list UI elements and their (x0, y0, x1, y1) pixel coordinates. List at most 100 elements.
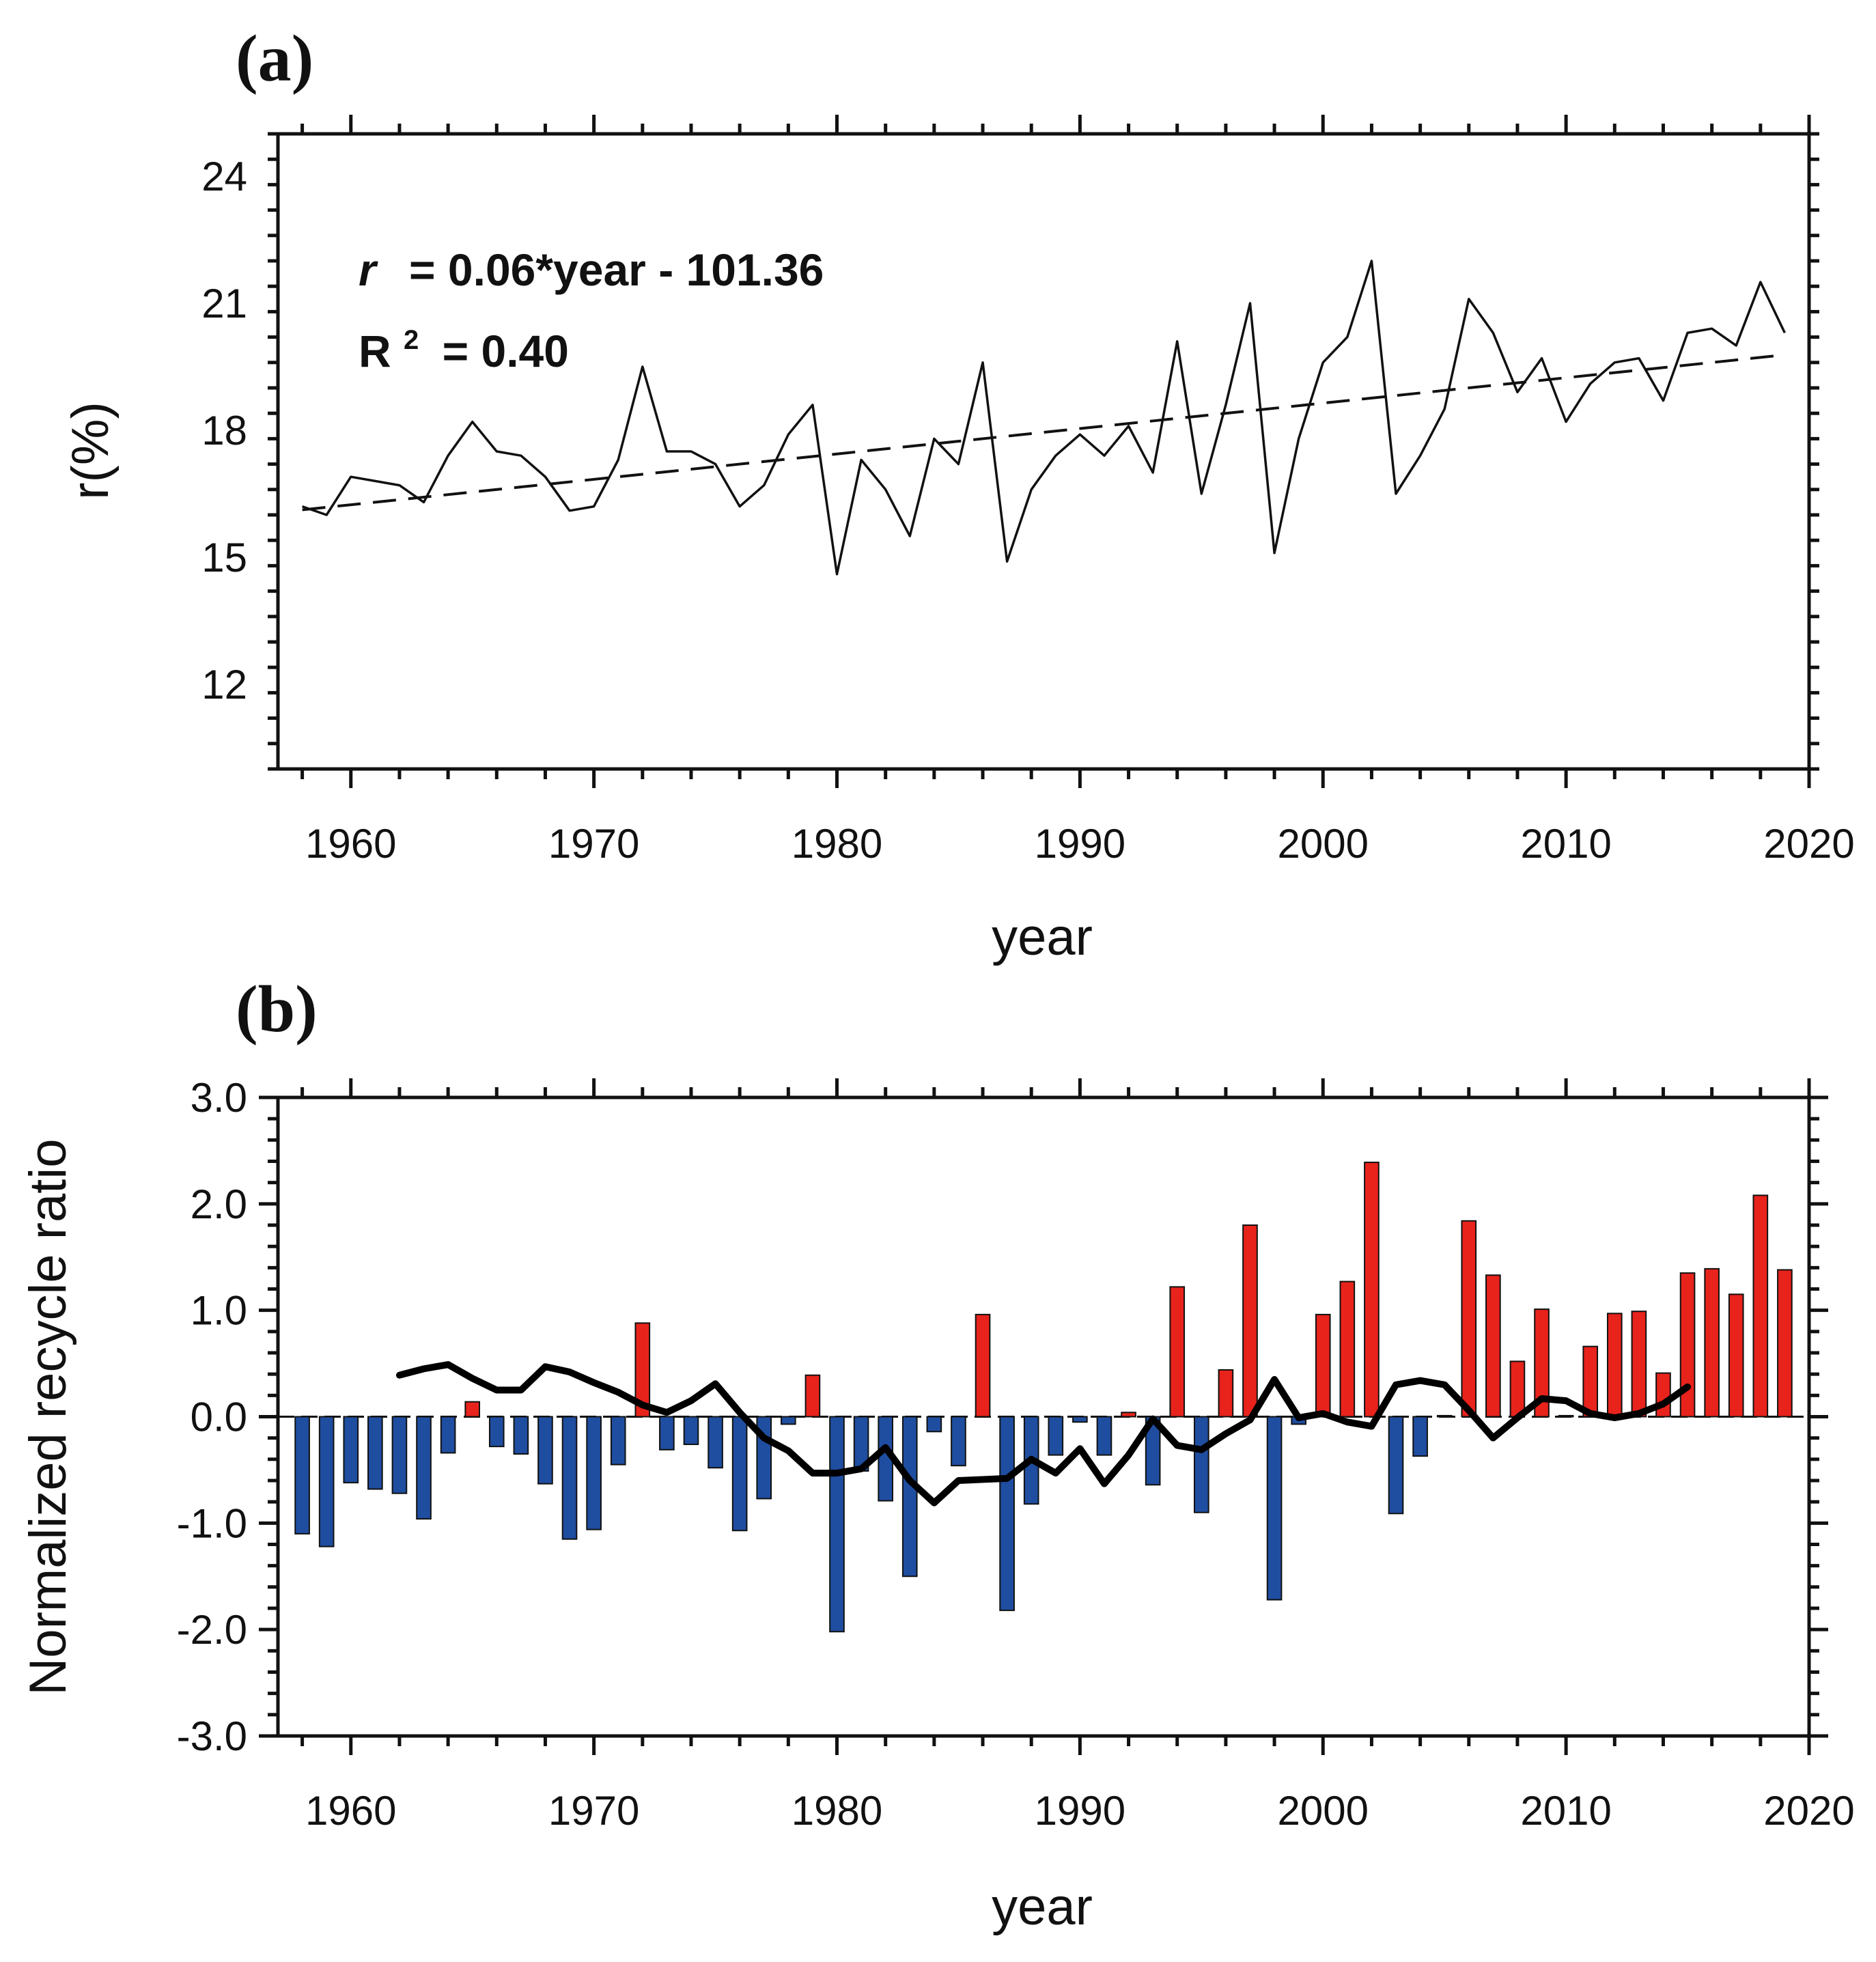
x-tick-label: 1960 (305, 1788, 396, 1834)
bar-negative (901, 1416, 918, 1578)
panel-b: (b) 1960 1970 1980 1990 2000 2010 2020 -3.0 -2.… (19, 972, 1855, 1936)
panel-a: (a) 1960 1970 1980 1990 2000 2010 2020 12 15 18 2… (61, 22, 1855, 966)
equation-variable: r (359, 244, 378, 295)
x-tick-label: 1970 (548, 1788, 639, 1834)
panel-a-y-axis-title: r(%) (61, 402, 120, 500)
bar-negative (488, 1416, 505, 1448)
bar-positive (1364, 1162, 1380, 1418)
panel-a-frame (276, 132, 1811, 771)
panel-b-frame (276, 1095, 1811, 1738)
moving-average-line (395, 1361, 1692, 1506)
r-squared-superscript: 2 (404, 325, 419, 355)
bar-positive (1655, 1372, 1671, 1418)
panel-a-y-tick-labels: 12 15 18 21 24 (201, 154, 247, 707)
bar-negative (1412, 1416, 1428, 1457)
bar-positive (1704, 1267, 1720, 1418)
panel-b-x-axis-title: year (992, 1878, 1093, 1936)
bar-positive (1315, 1313, 1331, 1418)
bar-positive (1606, 1313, 1623, 1418)
panel-b-y-tick-labels: -3.0 -2.0 -1.0 0.0 1.0 2.0 3.0 (177, 1075, 247, 1759)
bar-negative (610, 1416, 626, 1466)
x-tick-label: 2020 (1763, 1788, 1854, 1834)
x-tick-label: 1990 (1035, 1788, 1125, 1834)
bar-negative (731, 1416, 748, 1532)
panel-a-x-axis-title: year (992, 908, 1093, 966)
bar-positive (975, 1313, 991, 1418)
bar-positive (1169, 1286, 1186, 1418)
bar-positive (1218, 1369, 1234, 1418)
bar-positive (1436, 1414, 1453, 1418)
r-squared-value: = 0.40 (443, 326, 569, 376)
bar-negative (513, 1416, 529, 1455)
y-tick-label: 1.0 (191, 1288, 247, 1334)
trend-line (302, 353, 1785, 511)
bar-negative (1388, 1416, 1404, 1515)
bar-positive (1582, 1345, 1599, 1418)
x-tick-label: 2010 (1520, 1788, 1611, 1834)
bar-positive (1485, 1274, 1501, 1418)
bar-positive (804, 1374, 821, 1418)
bar-negative (1193, 1416, 1209, 1513)
bar-negative (1096, 1416, 1112, 1456)
regression-annotation: r = 0.06*year - 101.36 R 2 = 0.40 (359, 244, 824, 376)
bar-positive (1461, 1220, 1477, 1418)
bar-positive (1558, 1414, 1574, 1418)
r-squared-base: R (359, 326, 391, 376)
bar-positive (1509, 1360, 1526, 1418)
bar-positive (1752, 1194, 1769, 1418)
bar-negative (440, 1416, 456, 1454)
x-tick-label: 2000 (1278, 1788, 1369, 1834)
y-tick-label: -2.0 (177, 1607, 247, 1653)
bar-negative (659, 1416, 675, 1451)
bar-negative (829, 1416, 845, 1633)
y-tick-label: 12 (201, 662, 247, 707)
r-squared-label: R 2 = 0.40 (359, 308, 569, 376)
y-tick-label: 3.0 (191, 1075, 247, 1121)
bar-negative (999, 1416, 1015, 1612)
panel-b-x-tick-labels: 1960 1970 1980 1990 2000 2010 2020 (305, 1788, 1855, 1834)
r-series-line (302, 260, 1786, 576)
x-tick-label: 1980 (792, 821, 882, 867)
bar-negative (708, 1416, 723, 1469)
y-tick-label: 2.0 (191, 1181, 247, 1227)
x-tick-label: 1960 (305, 821, 396, 867)
x-tick-label: 2010 (1520, 821, 1611, 867)
bar-positive (1728, 1293, 1744, 1418)
bar-positive (1777, 1269, 1793, 1418)
bar-negative (391, 1416, 408, 1494)
panel-a-plot-area (302, 260, 1786, 576)
panel-b-y-axis-title: Normalized recycle ratio (19, 1138, 77, 1695)
bar-negative (343, 1416, 359, 1484)
panel-b-label: (b) (236, 972, 318, 1046)
bar-positive (1534, 1308, 1550, 1418)
panel-a-label: (a) (236, 22, 313, 96)
bar-negative (561, 1416, 578, 1540)
bar-negative (1266, 1416, 1283, 1601)
bar-negative (781, 1416, 796, 1425)
x-tick-label: 1990 (1035, 821, 1125, 867)
bar-negative (1048, 1416, 1064, 1456)
panel-a-x-tick-labels: 1960 1970 1980 1990 2000 2010 2020 (305, 821, 1855, 867)
x-tick-label: 2000 (1278, 821, 1369, 867)
bar-negative (537, 1416, 553, 1485)
regression-equation: r = 0.06*year - 101.36 (359, 244, 824, 295)
x-tick-label: 2020 (1763, 821, 1854, 867)
x-tick-label: 1970 (548, 821, 639, 867)
y-tick-label: 0.0 (191, 1395, 247, 1440)
bar-positive (464, 1401, 481, 1418)
y-tick-label: -1.0 (177, 1500, 247, 1546)
bar-negative (683, 1416, 699, 1446)
bar-negative (586, 1416, 602, 1530)
y-tick-label: 18 (201, 408, 247, 453)
bar-negative (1072, 1416, 1088, 1423)
bar-positive (1242, 1224, 1258, 1418)
bar-negative (926, 1416, 942, 1433)
y-tick-label: 24 (201, 154, 247, 199)
panel-b-plot-area (278, 1162, 1809, 1633)
bar-positive (634, 1322, 651, 1418)
bar-positive (1339, 1280, 1356, 1418)
y-tick-label: 15 (201, 535, 247, 580)
x-tick-label: 1980 (792, 1788, 882, 1834)
bar-negative (367, 1416, 383, 1490)
